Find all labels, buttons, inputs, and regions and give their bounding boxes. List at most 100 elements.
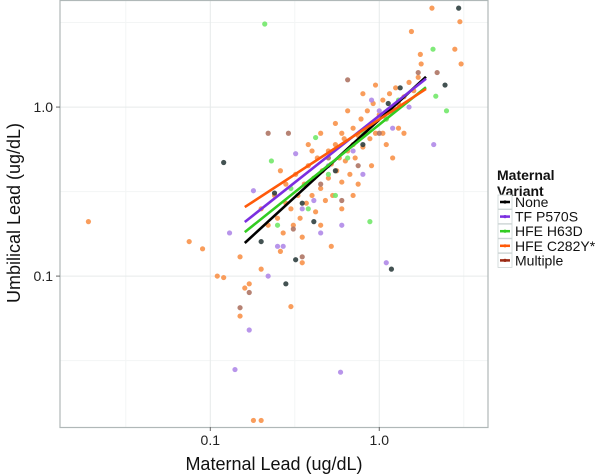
point-hfe-c282y	[322, 197, 329, 204]
point-hfe-c282y	[258, 417, 264, 424]
point-hfe-c282y	[339, 179, 345, 185]
point-hfe-c282y	[288, 206, 294, 212]
point-tf-p570s	[226, 230, 233, 236]
grid-lines	[60, 0, 488, 427]
point-tf-p570s	[339, 222, 345, 228]
point-hfe-c282y	[355, 181, 361, 187]
point-hfe-c282y	[401, 130, 407, 136]
point-hfe-c282y	[221, 274, 227, 281]
point-hfe-c282y	[186, 238, 192, 245]
legend-key-dot	[503, 215, 507, 219]
point-hfe-c282y	[258, 266, 264, 272]
fit-line-tf-p570s	[243, 77, 427, 224]
point-none	[456, 5, 462, 11]
point-hfe-h63d	[332, 192, 338, 199]
point-hfe-c282y	[390, 155, 396, 161]
point-hfe-c282y	[406, 79, 412, 85]
point-hfe-c282y	[280, 230, 286, 236]
point-hfe-c282y	[408, 28, 415, 35]
point-hfe-c282y	[199, 246, 206, 252]
point-hfe-c282y	[368, 163, 375, 169]
point-hfe-c282y	[345, 108, 351, 114]
point-hfe-c282y	[318, 130, 324, 136]
point-hfe-c282y	[339, 206, 345, 212]
point-multiple	[376, 130, 382, 136]
y-tick-label: 0.1	[34, 268, 54, 284]
point-hfe-c282y	[395, 125, 402, 131]
point-tf-p570s	[376, 108, 382, 114]
point-hfe-c282y	[358, 116, 364, 122]
legend-key-dot	[503, 244, 507, 248]
point-hfe-c282y	[277, 248, 284, 254]
point-none	[258, 238, 264, 245]
point-hfe-c282y	[367, 136, 373, 142]
point-multiple	[339, 197, 345, 204]
point-tf-p570s	[431, 141, 437, 148]
fit-line-hfe-c282y	[244, 87, 427, 209]
point-hfe-c282y	[242, 285, 248, 291]
point-hfe-c282y	[250, 417, 257, 424]
point-hfe-c282y	[364, 108, 370, 114]
point-tf-p570s	[246, 327, 252, 333]
legend-item-label: HFE C282Y*	[515, 238, 596, 254]
point-tf-p570s	[406, 104, 412, 110]
fit-line-hfe-h63d	[243, 86, 427, 234]
point-hfe-c282y	[347, 171, 353, 177]
point-hfe-c282y	[372, 82, 379, 88]
point-hfe-h63d	[325, 171, 332, 177]
point-hfe-h63d	[313, 134, 319, 141]
point-none	[293, 257, 299, 263]
x-axis-label: Maternal Lead (ug/dL)	[185, 454, 362, 474]
legend-item-label: TF P570S	[515, 209, 578, 225]
point-none	[385, 100, 391, 107]
fit-lines	[243, 75, 427, 244]
legend-item-label: Multiple	[515, 252, 563, 268]
point-none	[442, 82, 448, 88]
point-hfe-c282y	[339, 130, 345, 136]
point-hfe-c282y	[313, 209, 319, 215]
point-hfe-h63d	[345, 155, 351, 161]
point-tf-p570s	[318, 230, 324, 236]
legend-key-dot	[503, 229, 507, 233]
point-multiple	[246, 289, 252, 296]
point-hfe-c282y	[297, 215, 303, 221]
point-none	[388, 266, 395, 272]
point-none	[299, 200, 305, 206]
point-hfe-c282y	[309, 192, 315, 199]
point-tf-p570s	[360, 171, 366, 177]
point-hfe-c282y	[288, 303, 294, 310]
point-none	[311, 219, 317, 225]
point-tf-p570s	[250, 188, 257, 194]
point-tf-p570s	[280, 243, 286, 249]
point-hfe-c282y	[418, 61, 424, 67]
x-tick-label: 1.0	[370, 432, 390, 448]
point-hfe-c282y	[380, 130, 386, 136]
point-multiple	[299, 254, 305, 260]
point-none	[360, 141, 366, 148]
point-hfe-c282y	[417, 51, 423, 57]
point-tf-p570s	[274, 243, 281, 249]
point-hfe-c282y	[386, 91, 393, 97]
plot-panel	[60, 0, 488, 427]
legend-key-dot	[503, 258, 507, 262]
point-multiple	[345, 77, 351, 83]
point-hfe-c282y	[309, 148, 315, 154]
point-hfe-c282y	[237, 254, 243, 260]
point-hfe-c282y	[360, 91, 366, 97]
plot-border	[59, 0, 489, 429]
legend-item-label: HFE H63D	[515, 223, 583, 239]
point-hfe-c282y	[452, 46, 458, 52]
y-axis-label: Umbilical Lead (ug/dL)	[4, 123, 24, 303]
point-hfe-h63d	[433, 93, 439, 99]
point-hfe-c282y	[290, 222, 296, 228]
point-hfe-h63d	[262, 21, 268, 27]
point-tf-p570s	[299, 206, 305, 212]
point-hfe-c282y	[305, 141, 311, 148]
point-none	[397, 85, 403, 91]
legend-item-label: None	[515, 194, 549, 210]
point-tf-p570s	[390, 125, 396, 131]
point-hfe-c282y	[458, 61, 464, 67]
point-hfe-c282y	[85, 219, 92, 225]
